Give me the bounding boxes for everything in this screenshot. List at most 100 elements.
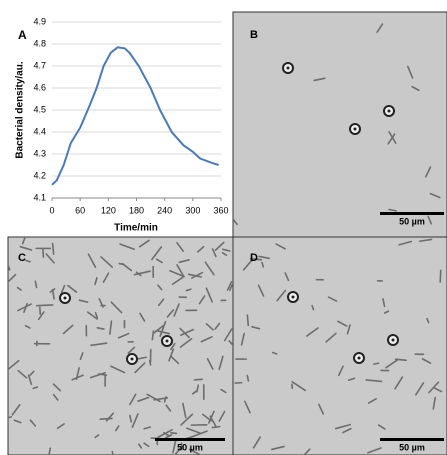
bacterium: [198, 295, 206, 305]
micrograph-content: [234, 238, 443, 455]
bacterium: [179, 337, 193, 348]
bacterium: [218, 355, 224, 371]
bead-core: [357, 356, 361, 360]
bacterium: [258, 255, 270, 260]
bacterium: [205, 323, 214, 331]
panel-label: D: [250, 252, 258, 264]
bacterium: [157, 284, 163, 291]
bacterium: [251, 326, 261, 330]
bacterium: [192, 430, 208, 438]
y-axis-label: Bacterial density/au.: [15, 61, 26, 158]
bacterium: [200, 336, 213, 343]
bacterium: [24, 324, 31, 329]
bacterium: [99, 417, 113, 420]
bacterium: [89, 372, 106, 379]
bacterium: [229, 284, 233, 292]
bacterium: [342, 427, 352, 434]
bacterium: [196, 384, 200, 393]
bacterium: [37, 311, 45, 321]
bacterium: [385, 358, 399, 369]
bacterium: [226, 280, 233, 291]
bacterium: [228, 340, 233, 347]
bacterium: [223, 328, 233, 342]
x-tick-label: 360: [213, 205, 228, 215]
scale-bar: [380, 212, 444, 215]
bacterium: [214, 241, 225, 251]
bacterium: [337, 320, 348, 327]
bead-core: [130, 357, 134, 361]
bacterium: [178, 259, 190, 264]
bacterium: [151, 246, 163, 261]
bacterium: [110, 365, 126, 374]
bacterium: [257, 284, 265, 297]
bacterium: [196, 245, 205, 253]
x-tick-label: 180: [129, 205, 144, 215]
bacterium: [143, 426, 152, 430]
bacterium: [35, 304, 54, 307]
micrograph-c: [7, 236, 234, 455]
bacterium: [16, 286, 22, 291]
bacterium: [17, 303, 33, 312]
bacterium: [34, 280, 38, 289]
bacterium: [185, 288, 192, 292]
bacterium: [191, 271, 204, 279]
bacterium: [165, 404, 172, 412]
bacterium: [51, 288, 55, 300]
bacterium: [127, 346, 136, 355]
bacterium: [169, 355, 180, 365]
bacterium: [114, 425, 120, 432]
bacterium: [23, 302, 28, 314]
bacterium: [244, 400, 251, 414]
bacterium: [347, 377, 356, 382]
bacterium: [172, 440, 177, 454]
bacterium: [388, 208, 398, 212]
bacterium: [67, 284, 78, 293]
bacterium: [182, 402, 187, 419]
y-tick-label: 4.6: [33, 82, 46, 92]
bacterium: [377, 424, 386, 430]
bead-core: [387, 109, 391, 113]
bacterium: [398, 240, 413, 246]
bacterium: [240, 332, 245, 346]
bacterium: [367, 447, 382, 454]
bacterium: [21, 237, 26, 245]
bacterium: [313, 77, 326, 82]
bacterium: [204, 261, 215, 276]
bacterium: [159, 320, 167, 337]
bacterium: [110, 301, 123, 314]
bead-core: [286, 66, 290, 70]
bacterium: [337, 365, 344, 377]
bacterium: [169, 269, 185, 278]
bacterium: [193, 378, 203, 381]
bacterium: [143, 442, 150, 448]
bacterium: [78, 299, 89, 303]
y-tick-label: 4.2: [33, 170, 46, 180]
bacterium: [305, 327, 319, 337]
bacterium: [171, 276, 184, 286]
bacterium: [42, 247, 45, 258]
bacterium: [406, 65, 414, 79]
bacterium: [52, 393, 59, 401]
bacterium: [134, 362, 146, 374]
y-tick-label: 4.7: [33, 60, 46, 70]
bacterium: [275, 243, 286, 250]
bacterium: [138, 443, 143, 449]
bacterium: [157, 298, 165, 307]
bacterium: [180, 328, 194, 336]
bacterium: [62, 324, 74, 335]
bacterium: [117, 332, 130, 339]
bacterium: [131, 413, 139, 428]
bacterium: [365, 379, 383, 383]
x-tick-label: 120: [101, 205, 116, 215]
bead-core: [291, 295, 295, 299]
bacterium: [271, 445, 285, 451]
bacterium: [394, 376, 404, 390]
micrograph-b: [232, 11, 447, 238]
bacterium: [168, 348, 175, 362]
micrograph-d: [232, 236, 447, 455]
bacterium: [428, 381, 440, 394]
bacterium: [137, 396, 150, 402]
bacterium: [252, 436, 262, 449]
bacterium: [206, 358, 214, 370]
bacterium: [284, 272, 290, 282]
